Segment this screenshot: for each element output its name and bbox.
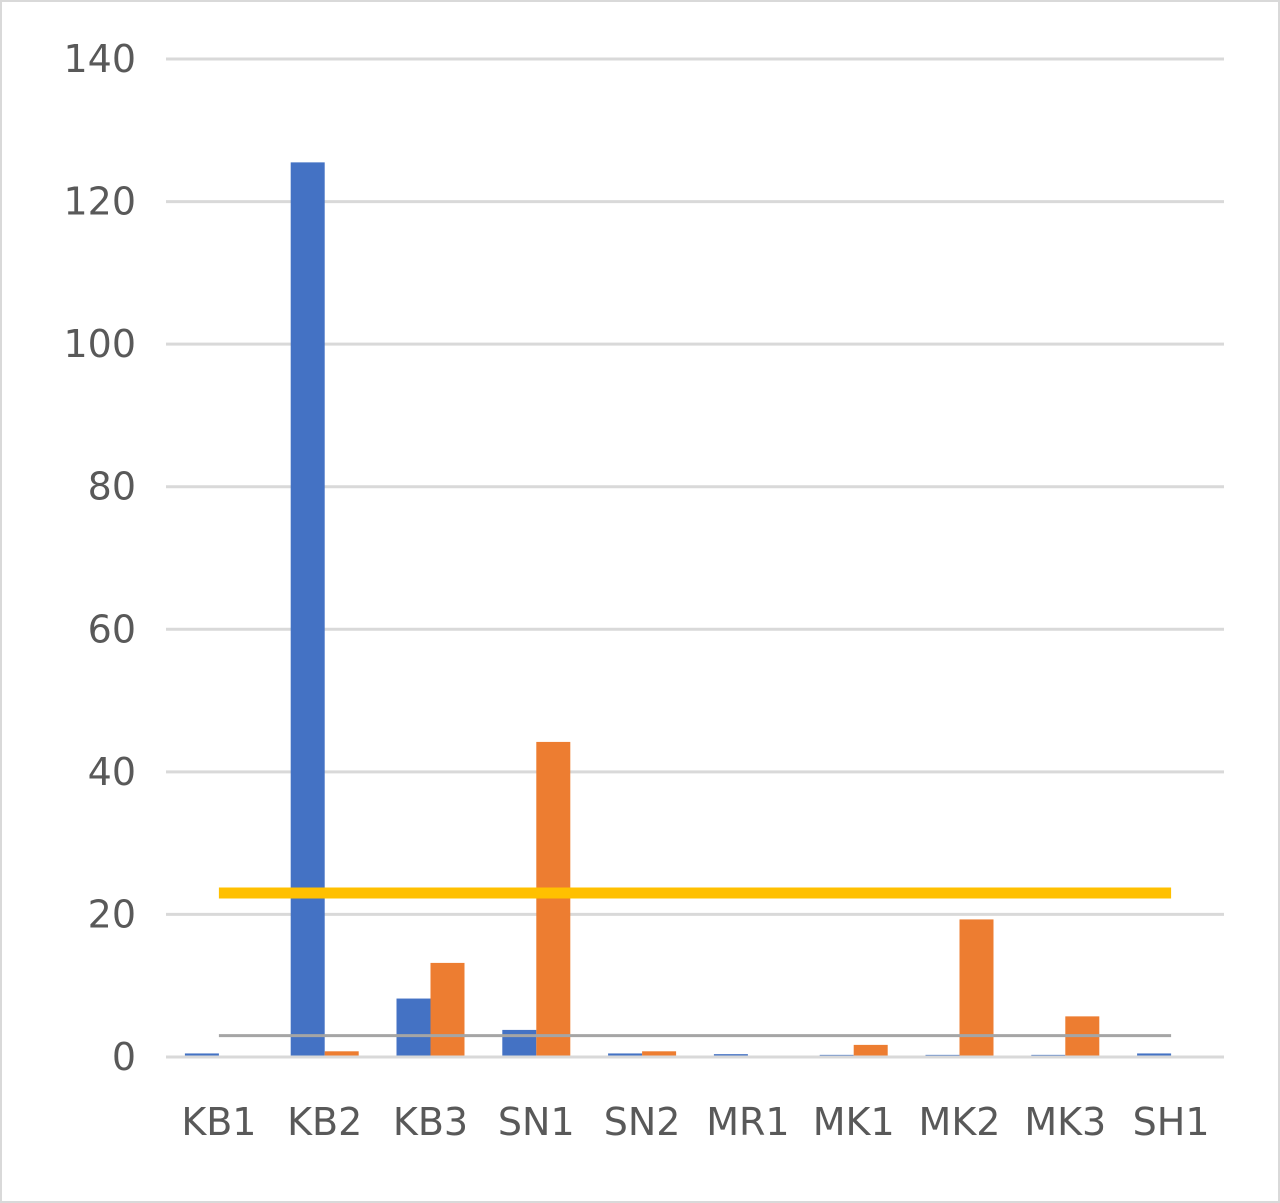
bar-sn2-series-1 xyxy=(608,1053,643,1057)
bar-kb3-series-1 xyxy=(396,998,431,1057)
x-tick-label-kb1: KB1 xyxy=(181,1100,256,1144)
bar-sn1-series-2 xyxy=(536,741,571,1057)
y-tick-label-100: 100 xyxy=(63,322,136,366)
y-tick-label-140: 140 xyxy=(63,37,136,81)
x-tick-labels: KB1 KB2 KB3 SN1 SN2 MR1 MK1 MK2 MK3 SH1 xyxy=(181,1100,1209,1144)
y-tick-label-0: 0 xyxy=(112,1035,136,1079)
x-tick-label-kb3: KB3 xyxy=(393,1100,468,1144)
reference-lines xyxy=(218,887,1172,1038)
bar-mk1-series-2 xyxy=(853,1044,888,1057)
bar-mk2-series-2 xyxy=(959,919,994,1057)
x-tick-label-mk3: MK3 xyxy=(1024,1100,1106,1144)
bar-sn2-series-2 xyxy=(642,1051,677,1057)
bar-kb3-series-2 xyxy=(430,962,465,1057)
bar-sh1-series-1 xyxy=(1137,1053,1172,1057)
x-tick-label-mk1: MK1 xyxy=(813,1100,895,1144)
x-tick-label-kb2: KB2 xyxy=(287,1100,362,1144)
y-tick-label-80: 80 xyxy=(88,465,136,509)
y-tick-labels: 0 20 40 60 80 100 120 140 xyxy=(63,37,136,1079)
x-tick-label-mk2: MK2 xyxy=(919,1100,1001,1144)
y-tick-label-60: 60 xyxy=(88,607,136,651)
bar-kb1-series-1 xyxy=(184,1053,219,1057)
bar-sn1-series-1 xyxy=(502,1029,537,1057)
x-tick-label-sn2: SN2 xyxy=(604,1100,681,1144)
x-tick-label-sh1: SH1 xyxy=(1133,1100,1210,1144)
y-tick-label-120: 120 xyxy=(63,180,136,224)
y-tick-label-40: 40 xyxy=(88,750,136,794)
bars xyxy=(184,162,1206,1058)
bar-kb2-series-2 xyxy=(324,1051,359,1057)
gridlines xyxy=(166,57,1224,916)
x-tick-label-sn1: SN1 xyxy=(498,1100,575,1144)
y-tick-label-20: 20 xyxy=(88,892,136,936)
bar-kb2-series-1 xyxy=(290,162,325,1058)
x-tick-label-mr1: MR1 xyxy=(706,1100,789,1144)
